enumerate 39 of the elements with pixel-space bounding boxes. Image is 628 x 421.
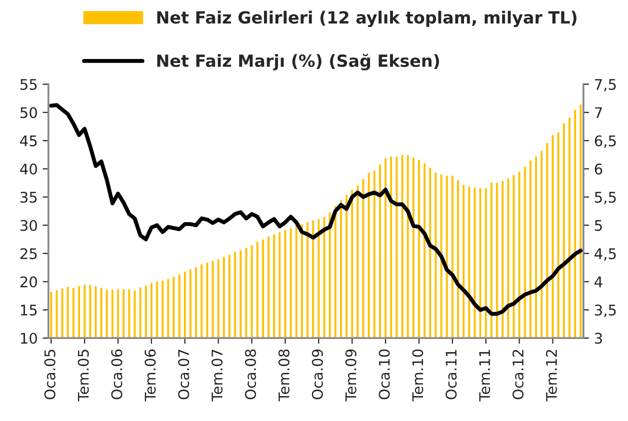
legend-label: Net Faiz Marjı (%) (Sağ Eksen) [157,54,439,70]
x-tick-label: Tem.11 [479,350,490,402]
y-tick-label: 50 [20,107,37,118]
y2-tick-label: 7,5 [595,79,616,92]
y-tick-label: 30 [20,220,37,231]
y2-tick-label: 5,5 [594,192,616,204]
x-tick-label: Tem.09 [345,350,356,402]
x-tick-label: Tem.07 [212,350,223,402]
x-tick-label: Oca.07 [178,350,190,400]
y2-tick-label: 3 [594,332,602,344]
y2-tick-label: 7 [595,107,602,118]
x-tick-label: Tem.08 [278,349,290,402]
x-tick-label: Tem.10 [412,349,424,402]
y-tick-label: 25 [20,248,37,260]
y-tick-label: 40 [20,164,37,175]
x-tick-label: Tem.12 [546,350,557,402]
x-tick-label: Oca.05 [44,350,56,400]
y-tick-label: 15 [20,304,37,316]
x-tick-label: Tem.05 [78,350,89,402]
line-series [49,103,583,316]
x-tick-label: Oca.06 [111,349,122,400]
x-tick-label: Oca.08 [244,349,256,400]
y-tick-label: 35 [20,192,37,203]
y2-tick-label: 6 [594,164,602,175]
y2-tick-label: 3,5 [594,304,616,318]
x-tick-label: Oca.10 [378,349,390,400]
x-tick-label: Oca.12 [512,350,524,400]
x-tick-label: Oca.11 [446,350,457,400]
y-tick-label: 20 [20,276,37,288]
y2-tick-label: 4,5 [594,248,616,261]
y-tick-label: 10 [20,332,37,344]
legend-label: Net Faiz Gelirleri (12 aylık toplam, milyar TL) [157,10,576,28]
y2-tick-label: 5 [594,220,602,231]
y-tick-label: 55 [20,79,37,90]
y2-tick-label: 4 [594,276,602,288]
y2-tick-label: 6,5 [594,135,616,148]
x-tick-label: Tem.06 [144,349,156,402]
x-tick-label: Oca.09 [312,350,323,400]
y-tick-label: 45 [20,136,37,146]
